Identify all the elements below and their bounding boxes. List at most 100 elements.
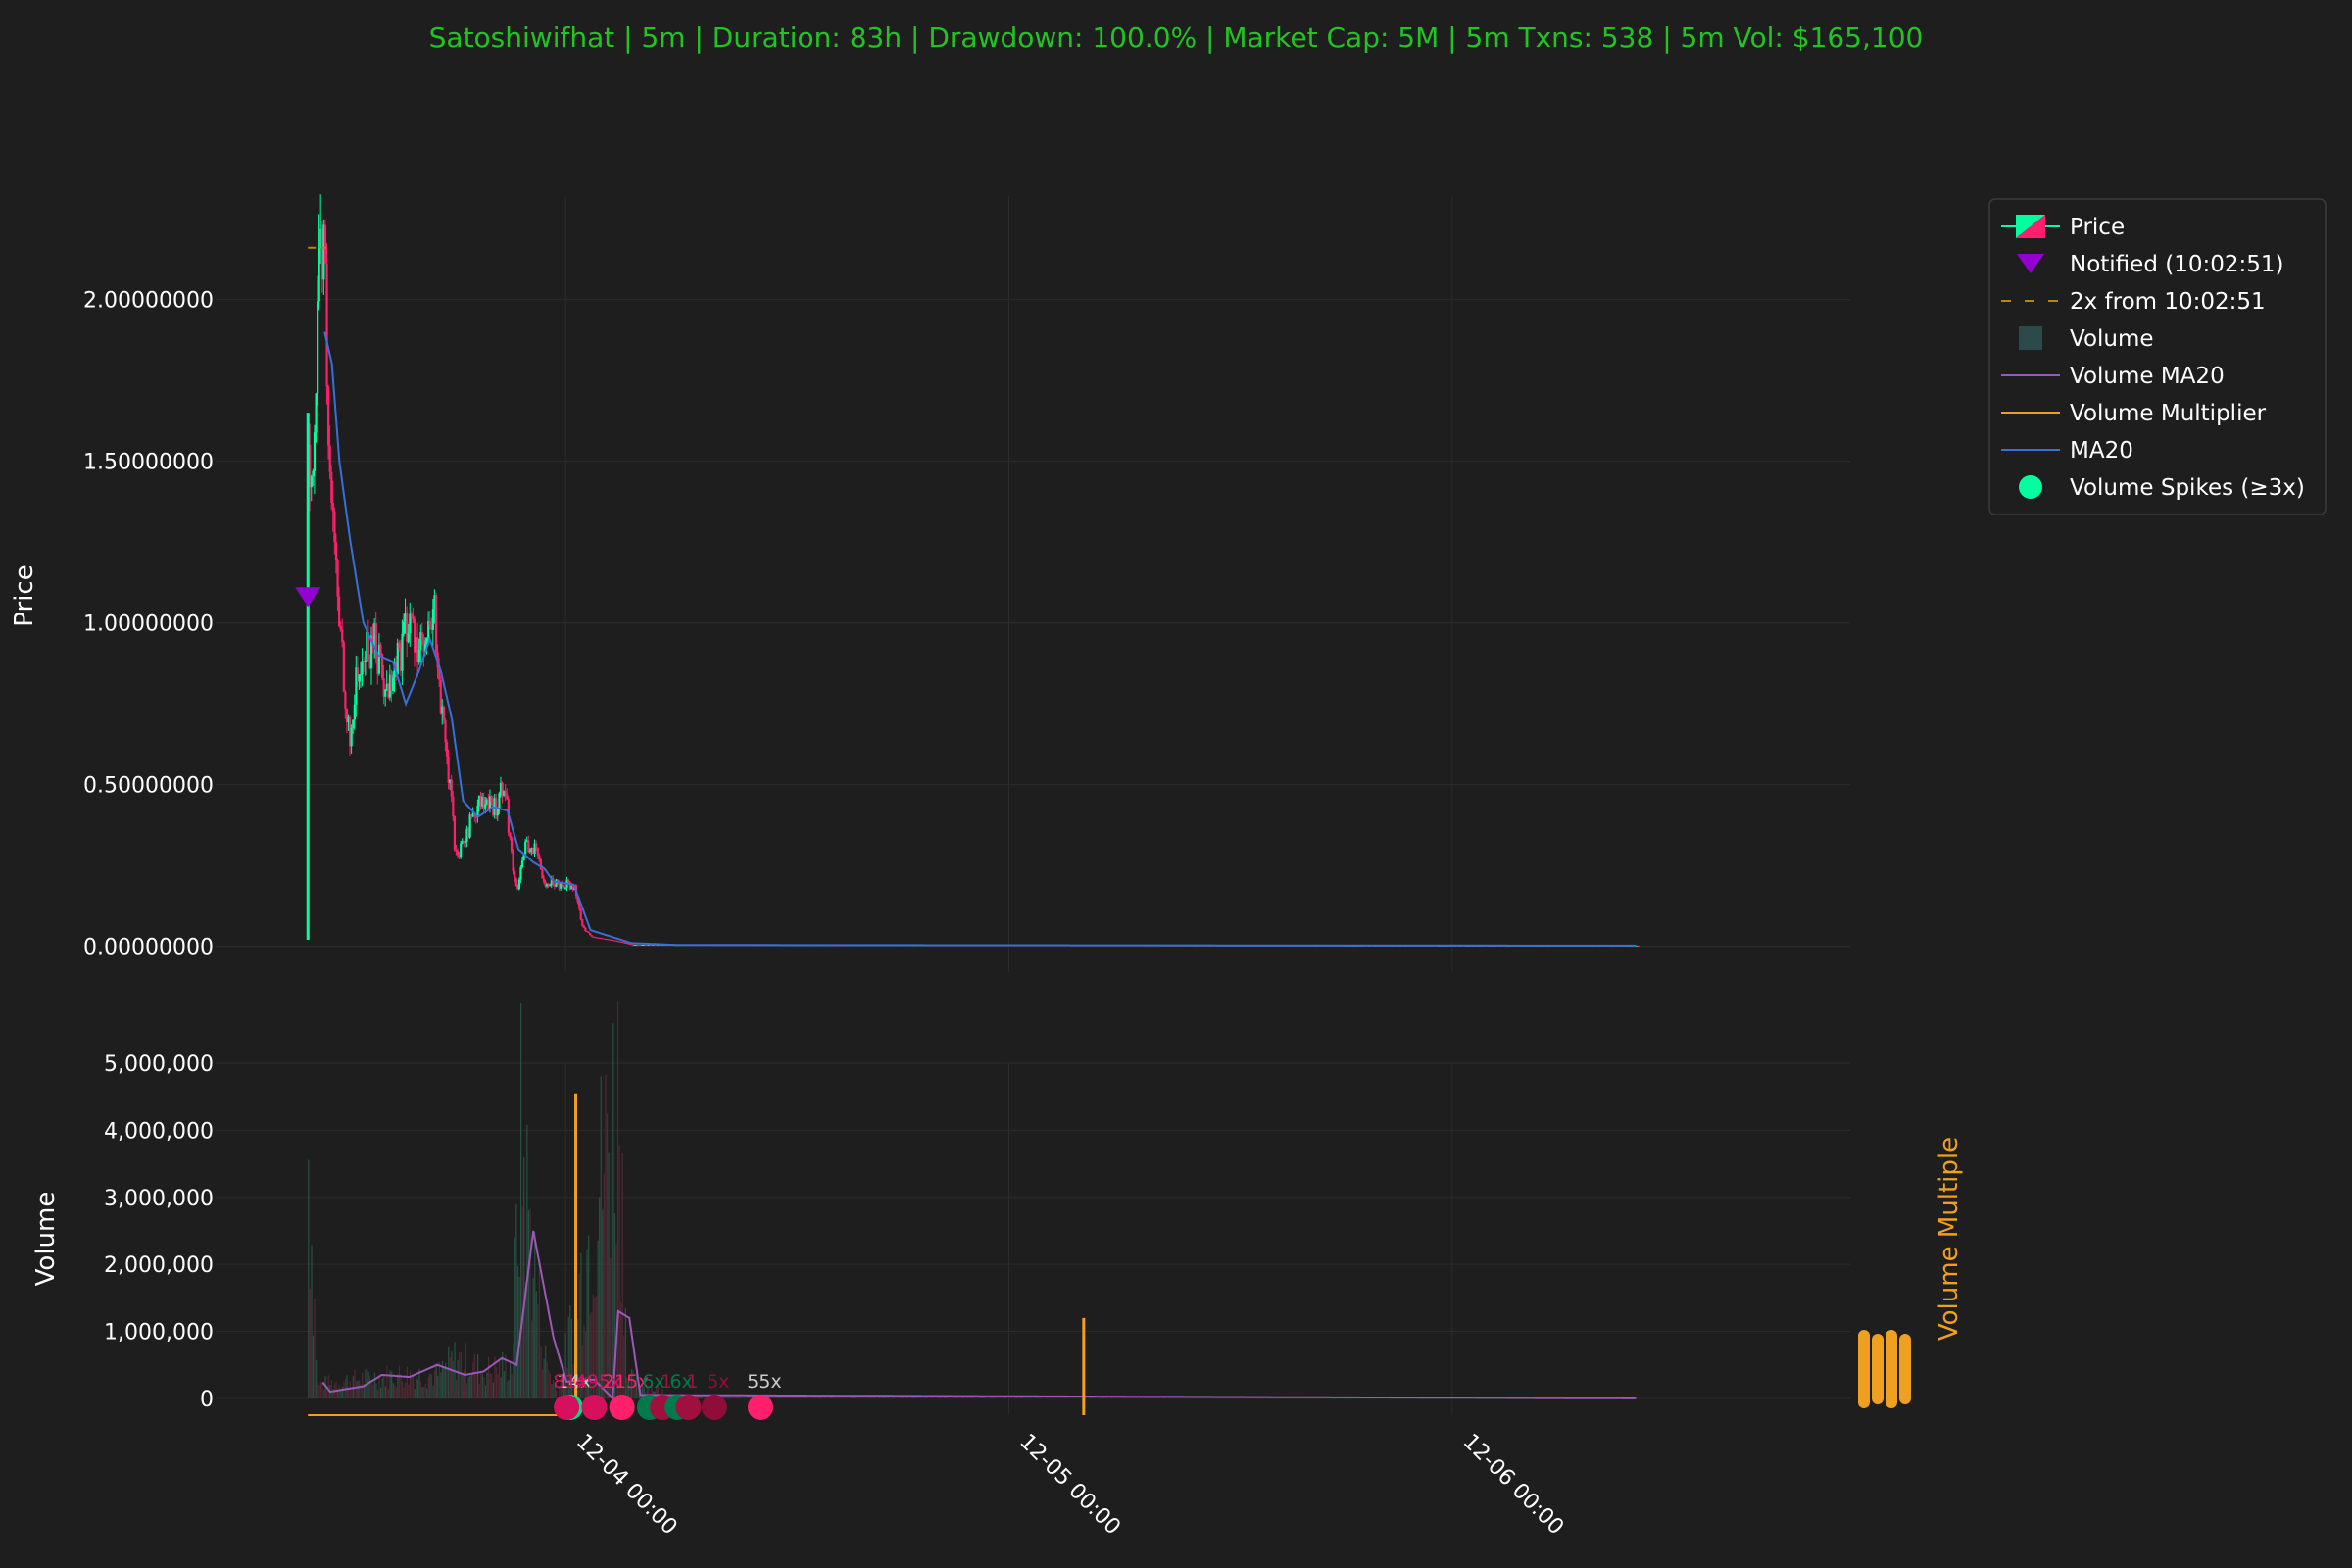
volume-bar — [947, 1396, 949, 1398]
volume-bar — [923, 1397, 925, 1398]
volume-bar — [1188, 1397, 1190, 1398]
ma20-line — [323, 331, 1637, 947]
volume-bar — [1114, 1397, 1116, 1398]
volume-bar — [592, 1294, 595, 1398]
volume-bar — [1174, 1397, 1176, 1398]
candle-body — [398, 642, 401, 649]
candle-body — [322, 224, 325, 280]
volume-bar — [508, 1380, 510, 1398]
volume-bar — [1140, 1396, 1143, 1398]
volume-bar — [880, 1397, 882, 1398]
volume-bar — [869, 1396, 871, 1398]
volume-bar — [1349, 1397, 1351, 1399]
volume-bar — [746, 1396, 749, 1398]
volume-bar — [818, 1396, 820, 1398]
volume-bar — [503, 1371, 505, 1398]
candle-body — [464, 841, 467, 843]
candle-body — [617, 941, 621, 943]
candle-body — [401, 633, 404, 671]
volume-bar — [1126, 1396, 1129, 1398]
volume-bar — [964, 1397, 967, 1399]
volume-bar — [354, 1369, 356, 1398]
volume-bar — [1014, 1397, 1016, 1398]
candle-body — [542, 878, 546, 882]
volume-bar — [871, 1397, 873, 1398]
candle-body — [646, 944, 649, 946]
volume-bar — [928, 1397, 930, 1399]
volume-bar — [1096, 1397, 1098, 1398]
volume-bar — [817, 1396, 819, 1398]
volume-bar — [545, 1345, 547, 1398]
legend-label: Volume Multiplier — [2070, 401, 2267, 426]
volume-bar — [1020, 1396, 1022, 1398]
volume-bar — [1208, 1397, 1210, 1398]
volume-bar — [318, 1385, 320, 1398]
volume-bar — [389, 1370, 391, 1398]
volume-bar — [1187, 1397, 1189, 1399]
volume-bar — [1069, 1397, 1071, 1398]
volume-bar — [1054, 1397, 1056, 1398]
candle-body — [460, 843, 463, 858]
volume-bar — [983, 1396, 985, 1398]
volume-bar — [1228, 1397, 1230, 1399]
volume-bar — [742, 1397, 744, 1399]
volume-bar — [546, 1362, 548, 1398]
volume-bar — [1051, 1397, 1054, 1399]
volume-bar — [874, 1396, 876, 1398]
candle-body — [325, 263, 328, 387]
volume-bar — [1265, 1397, 1267, 1399]
volume-bar — [405, 1382, 407, 1398]
volume-bar — [948, 1397, 950, 1399]
legend-label: Volume MA20 — [2070, 364, 2225, 389]
volume-bar — [904, 1397, 906, 1399]
volume-bar — [529, 1208, 531, 1398]
volume-bar — [1337, 1397, 1340, 1399]
volume-bar — [430, 1374, 433, 1398]
volume-bar — [1209, 1397, 1211, 1399]
volume-bar — [595, 1296, 598, 1398]
candle-body — [492, 802, 495, 816]
volume-bar — [828, 1397, 830, 1398]
volume-bar — [532, 1278, 534, 1398]
volume-bar — [839, 1396, 841, 1398]
candle-body — [598, 937, 601, 939]
volume-bar — [910, 1396, 913, 1398]
volume-bar — [1144, 1397, 1146, 1398]
candle-body — [416, 637, 419, 662]
candle-body — [635, 944, 638, 946]
volume-bar — [1376, 1397, 1378, 1399]
volume-bar — [807, 1397, 808, 1398]
volume-bar — [1180, 1397, 1182, 1398]
candle-body — [589, 933, 592, 936]
volume-bar — [463, 1369, 466, 1398]
volume-bar — [454, 1342, 456, 1398]
volume-bar — [1001, 1397, 1003, 1399]
volume-bar — [1063, 1397, 1065, 1398]
volume-bar — [743, 1397, 745, 1399]
volume-bar — [1287, 1397, 1289, 1399]
volume-bar — [826, 1397, 828, 1399]
volume-ma20-line — [321, 1230, 1637, 1401]
candle-body — [655, 944, 658, 946]
candle-body — [616, 941, 619, 943]
volume-bar — [432, 1385, 434, 1398]
candle-body — [557, 879, 560, 882]
candle-body — [368, 660, 371, 669]
volume-bar — [889, 1397, 892, 1398]
volume-bar — [559, 1387, 561, 1398]
volume-bar — [808, 1397, 809, 1398]
volume-bar — [1006, 1397, 1008, 1399]
volume-bar — [400, 1375, 402, 1398]
volume-bar — [308, 1159, 310, 1398]
volume-bar — [958, 1397, 960, 1399]
volume-spike-marker — [701, 1395, 727, 1420]
volume-bar — [774, 1396, 776, 1398]
volume-bar — [1308, 1397, 1310, 1399]
candle-body — [632, 944, 635, 946]
volume-bar — [1085, 1397, 1087, 1398]
candle-body — [488, 796, 492, 808]
candle-body — [395, 662, 398, 675]
candle-body — [531, 848, 535, 854]
volume-bar — [805, 1396, 807, 1398]
